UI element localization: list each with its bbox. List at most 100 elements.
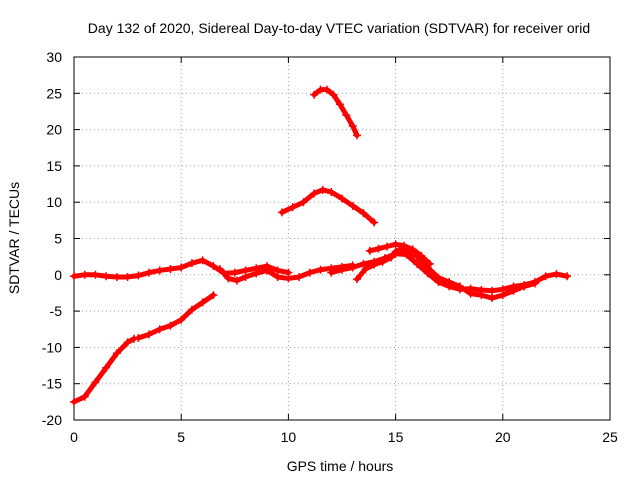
data-point — [488, 294, 497, 303]
data-point — [361, 264, 370, 273]
data-point — [177, 315, 186, 324]
data-point — [123, 338, 132, 347]
data-point — [224, 274, 233, 283]
data-point — [318, 185, 327, 194]
data-point — [316, 265, 325, 274]
data-point — [425, 259, 434, 268]
data-point — [387, 253, 396, 262]
data-point — [322, 85, 331, 94]
data-point — [70, 272, 78, 281]
series-trace — [71, 336, 137, 405]
data-point — [70, 397, 78, 406]
data-point — [209, 262, 218, 271]
data-point — [166, 321, 175, 330]
data-point — [123, 272, 132, 281]
data-point — [232, 276, 241, 285]
data-point — [498, 291, 507, 300]
data-point — [209, 291, 218, 300]
data-point — [288, 203, 297, 212]
data-point — [145, 268, 154, 277]
y-tick-label: -15 — [42, 376, 62, 392]
y-tick-label: 30 — [46, 49, 62, 65]
y-tick-label: -20 — [42, 412, 62, 428]
data-point — [273, 272, 282, 281]
data-point — [509, 286, 518, 295]
data-point — [383, 242, 392, 251]
series-arc-6 — [353, 244, 539, 303]
data-point — [335, 100, 344, 109]
x-tick-label: 10 — [281, 429, 297, 445]
data-point — [198, 256, 207, 265]
data-point — [359, 209, 368, 218]
data-point — [241, 272, 250, 281]
data-point — [277, 208, 286, 217]
data-point — [230, 268, 239, 277]
y-tick-label: 10 — [46, 194, 62, 210]
y-tick-label: 5 — [54, 231, 62, 247]
data-point — [310, 189, 319, 198]
data-point — [552, 270, 561, 279]
data-point — [455, 282, 464, 291]
x-tick-label: 25 — [602, 429, 618, 445]
data-point — [112, 349, 121, 358]
data-point — [91, 270, 100, 279]
series-trace — [311, 87, 360, 138]
data-point — [342, 111, 351, 120]
data-point — [252, 269, 261, 278]
data-point — [187, 305, 196, 314]
data-point — [329, 90, 338, 99]
data-point — [198, 298, 207, 307]
data-point — [177, 263, 186, 272]
data-point — [338, 265, 346, 274]
x-tick-label: 5 — [177, 429, 185, 445]
data-point — [145, 330, 154, 339]
data-point — [134, 333, 143, 342]
data-point — [112, 272, 121, 281]
y-tick-label: 25 — [46, 85, 62, 101]
data-point — [327, 268, 336, 277]
data-point — [215, 264, 224, 273]
series-arc-8 — [277, 185, 379, 227]
data-point — [374, 244, 383, 253]
data-point — [391, 247, 400, 256]
data-point — [370, 218, 379, 227]
data-point — [80, 392, 89, 401]
data-point — [155, 325, 164, 334]
data-point — [166, 264, 175, 273]
data-point — [520, 282, 529, 291]
data-point — [348, 201, 357, 210]
series-arc-2 — [134, 291, 218, 342]
data-point — [134, 271, 143, 280]
x-tick-label: 20 — [495, 429, 511, 445]
x-axis-label: GPS time / hours — [287, 458, 394, 474]
data-point — [80, 270, 89, 279]
y-tick-label: 15 — [46, 158, 62, 174]
y-axis-label: SDTVAR / TECUs — [6, 182, 22, 294]
data-point — [299, 198, 308, 207]
data-point — [400, 241, 409, 250]
data-point — [353, 275, 362, 284]
series-arc-7 — [365, 240, 434, 268]
data-point — [365, 246, 374, 255]
data-point — [338, 194, 346, 203]
series-arc-3 — [70, 256, 293, 281]
data-point — [327, 188, 336, 197]
series-trace — [135, 292, 216, 341]
data-point — [353, 131, 362, 140]
chart-title: Day 132 of 2020, Sidereal Day-to-day VTE… — [88, 20, 590, 36]
data-point — [348, 263, 357, 272]
x-tick-label: 15 — [388, 429, 404, 445]
series-trace — [279, 187, 377, 226]
series-arc-1 — [70, 334, 139, 406]
x-tick-label: 0 — [70, 429, 78, 445]
data-point — [391, 240, 400, 249]
data-point — [284, 274, 293, 283]
data-point — [417, 251, 426, 260]
y-tick-label: 0 — [54, 267, 62, 283]
data-point — [187, 259, 196, 268]
y-tick-label: -10 — [42, 339, 62, 355]
data-point — [91, 378, 100, 387]
data-point — [541, 272, 550, 281]
data-point — [295, 272, 304, 281]
